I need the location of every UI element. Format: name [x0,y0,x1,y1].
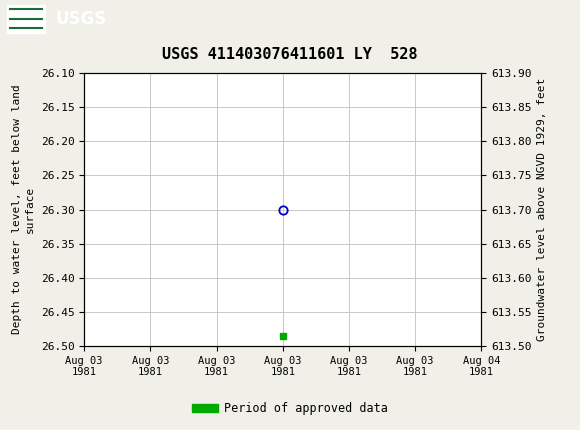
Legend: Period of approved data: Period of approved data [187,397,393,420]
Bar [7,5,45,33]
Y-axis label: Groundwater level above NGVD 1929, feet: Groundwater level above NGVD 1929, feet [537,78,547,341]
Text: USGS: USGS [55,10,106,28]
Y-axis label: Depth to water level, feet below land
surface: Depth to water level, feet below land su… [12,85,35,335]
Text: USGS 411403076411601 LY  528: USGS 411403076411601 LY 528 [162,47,418,62]
